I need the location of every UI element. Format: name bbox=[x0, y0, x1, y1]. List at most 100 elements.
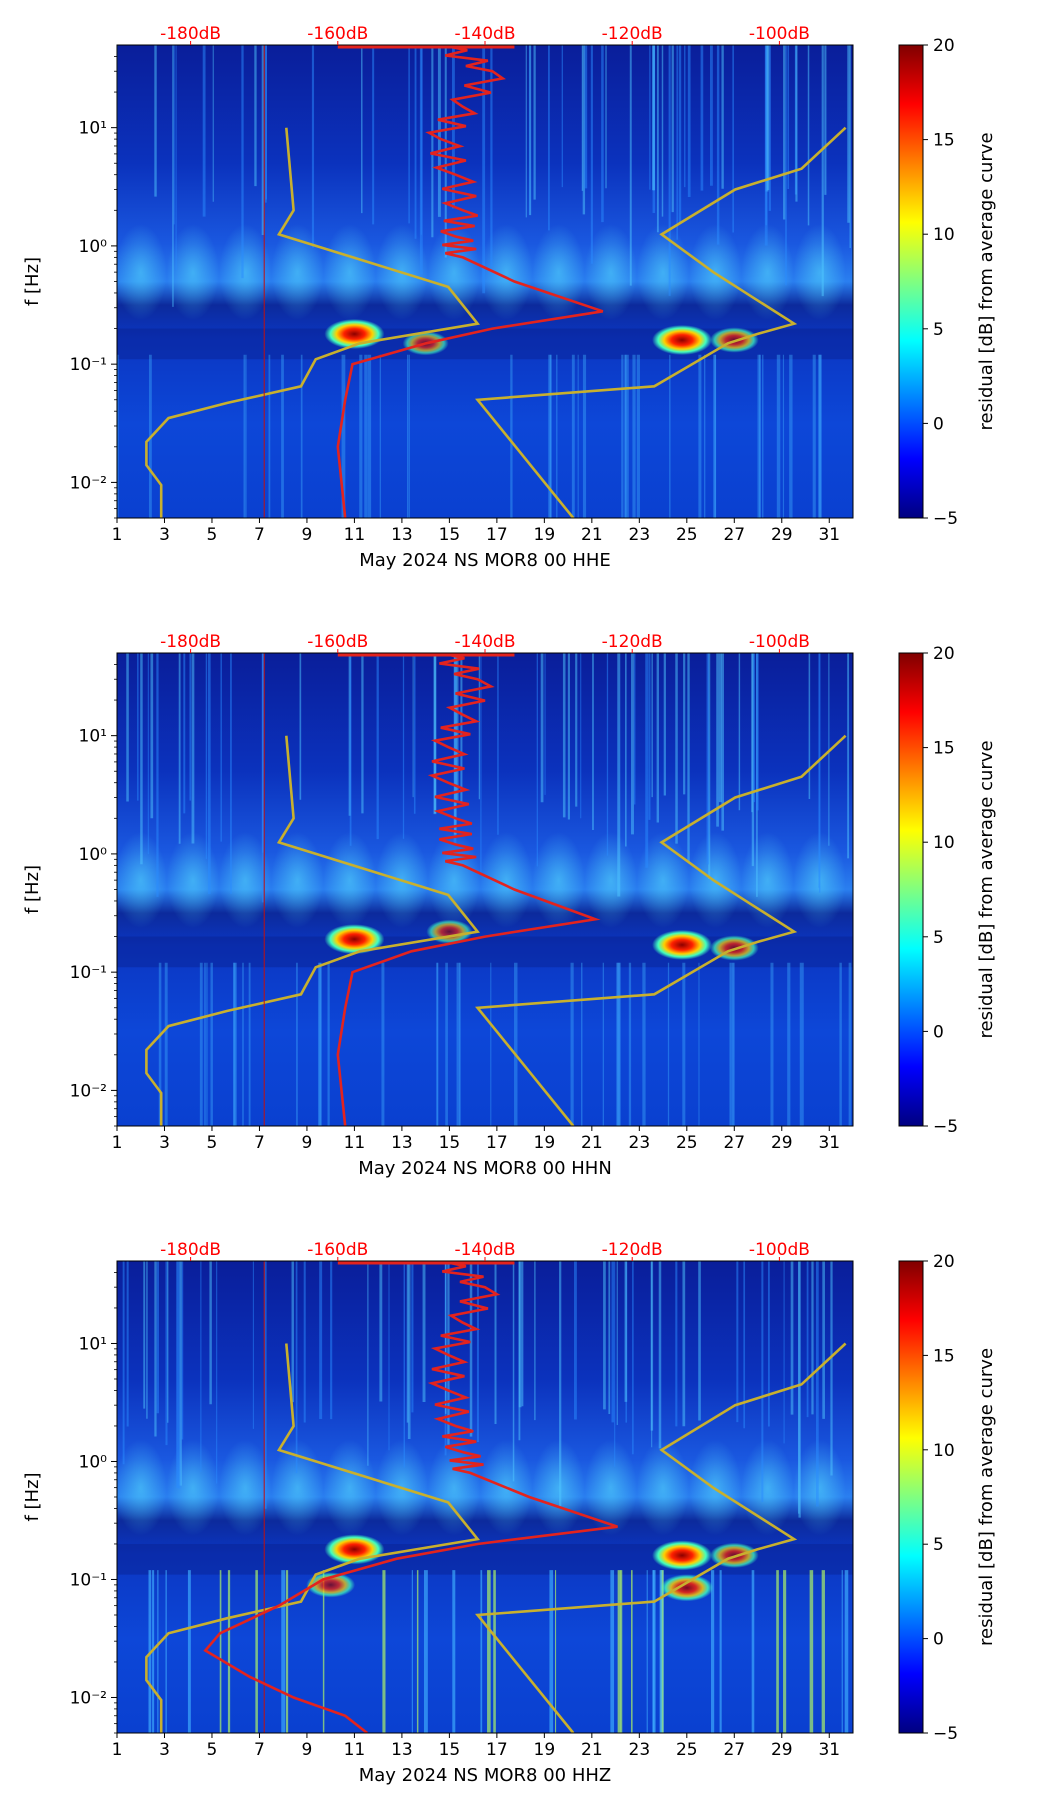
spectral-glow bbox=[166, 832, 219, 929]
y-tick-label: 10⁻¹ bbox=[70, 355, 107, 375]
spectrogram-image bbox=[117, 45, 853, 518]
colorbar-tick-label: 10 bbox=[933, 833, 955, 853]
spectral-glow bbox=[219, 224, 272, 321]
y-tick-label: 10⁻¹ bbox=[70, 1570, 107, 1590]
spectrogram-image bbox=[117, 1261, 853, 1733]
x-tick-label: 31 bbox=[818, 525, 840, 545]
colorbar-tick-label: 0 bbox=[933, 414, 944, 434]
spectral-glow bbox=[637, 224, 690, 321]
colorbar-tick-label: 20 bbox=[933, 36, 955, 56]
x-tick-label: 13 bbox=[391, 1740, 413, 1760]
y-tick-label: 10⁻¹ bbox=[70, 963, 107, 983]
spectral-glow bbox=[117, 224, 167, 321]
x-tick-label: 19 bbox=[534, 1133, 556, 1153]
x-tick-label: 19 bbox=[534, 525, 556, 545]
colorbar-label: residual [dB] from average curve bbox=[976, 1348, 997, 1646]
colorbar-scale bbox=[898, 1260, 924, 1734]
x-tick-label: 3 bbox=[159, 525, 170, 545]
spectral-glow bbox=[584, 1439, 637, 1536]
spectral-glow bbox=[271, 224, 324, 321]
hotspot-d24.8 bbox=[652, 1540, 713, 1571]
y-tick-label: 10¹ bbox=[79, 119, 107, 139]
top-axis-db-label: -160dB bbox=[307, 24, 368, 44]
spectral-glow bbox=[428, 832, 481, 929]
x-tick-label: 17 bbox=[486, 525, 508, 545]
x-tick-label: 31 bbox=[818, 1740, 840, 1760]
top-axis-db-label: -120dB bbox=[602, 1240, 663, 1260]
y-tick-label: 10⁰ bbox=[79, 237, 108, 257]
high-noise-model-curve bbox=[475, 126, 847, 518]
y-tick-label: 10⁰ bbox=[79, 1452, 108, 1472]
x-tick-label: 31 bbox=[818, 1133, 840, 1153]
colorbar-tick-label: 5 bbox=[933, 928, 944, 948]
hotspot-d24.8 bbox=[652, 929, 713, 960]
x-tick-label: 5 bbox=[207, 525, 218, 545]
x-tick-label: 23 bbox=[629, 1133, 651, 1153]
x-tick-label: 1 bbox=[112, 1740, 123, 1760]
spectrogram-image bbox=[117, 653, 853, 1126]
y-tick-label: 10⁰ bbox=[79, 845, 108, 865]
spectral-glow bbox=[793, 224, 846, 321]
spectral-glow bbox=[637, 1439, 690, 1536]
colorbar-tick-label: 10 bbox=[933, 1441, 955, 1461]
spectral-glow bbox=[166, 1439, 219, 1536]
psd-curve bbox=[336, 653, 601, 1126]
top-axis-db-label: -140dB bbox=[454, 24, 515, 44]
colorbar-tick-label: 20 bbox=[933, 1252, 955, 1272]
top-axis-db-label: -100dB bbox=[749, 632, 810, 652]
spectral-glow bbox=[428, 224, 481, 321]
spectral-glow bbox=[532, 832, 585, 929]
hotspot-d11 bbox=[324, 924, 385, 955]
colorbar-scale bbox=[898, 44, 924, 519]
y-tick-label: 10¹ bbox=[79, 1334, 107, 1354]
top-axis-db-label: -160dB bbox=[307, 632, 368, 652]
spectral-glow bbox=[219, 1439, 272, 1536]
colorbar-label: residual [dB] from average curve bbox=[976, 132, 997, 430]
colorbar-tick-label: −5 bbox=[933, 1117, 958, 1137]
colorbar: 20 15 10 5 0 −5 residual [dB] from average cur… bbox=[898, 1252, 997, 1744]
high-noise-model-curve bbox=[475, 734, 847, 1126]
spectral-glow bbox=[793, 1439, 846, 1536]
colorbar-tick-label: −5 bbox=[933, 509, 958, 529]
psd-curve bbox=[203, 1261, 618, 1733]
x-tick-label: 5 bbox=[207, 1133, 218, 1153]
low-noise-model-curve bbox=[145, 735, 480, 1126]
spectral-glow bbox=[271, 832, 324, 929]
x-tick-label: 29 bbox=[771, 1133, 793, 1153]
x-tick-label: 21 bbox=[581, 525, 603, 545]
colorbar-tick-label: 5 bbox=[933, 320, 944, 340]
spectral-glow bbox=[741, 224, 794, 321]
x-tick-label: 17 bbox=[486, 1133, 508, 1153]
psd-curve bbox=[336, 45, 604, 518]
top-axis-db-label: -140dB bbox=[454, 632, 515, 652]
spectral-glow bbox=[323, 832, 376, 929]
top-axis-db-label: -100dB bbox=[749, 24, 810, 44]
x-tick-label: 25 bbox=[676, 525, 698, 545]
x-tick-label: 21 bbox=[581, 1740, 603, 1760]
colorbar-tick-label: 15 bbox=[933, 739, 955, 759]
colorbar: 20 15 10 5 0 −5 residual [dB] from average cur… bbox=[898, 36, 997, 529]
spectral-glow bbox=[532, 224, 585, 321]
spectral-glow bbox=[323, 1439, 376, 1536]
x-tick-label: 9 bbox=[302, 1133, 313, 1153]
x-tick-label: 3 bbox=[159, 1133, 170, 1153]
x-tick-label: 7 bbox=[254, 525, 265, 545]
x-tick-label: 17 bbox=[486, 1740, 508, 1760]
spectral-glow bbox=[480, 224, 533, 321]
x-tick-label: 13 bbox=[391, 1133, 413, 1153]
x-tick-label: 27 bbox=[723, 525, 745, 545]
x-tick-label: 27 bbox=[723, 1133, 745, 1153]
x-axis-label: May 2024 NS MOR8 00 HHZ bbox=[359, 1765, 611, 1786]
spectral-glow bbox=[219, 832, 272, 929]
colorbar-tick-label: 0 bbox=[933, 1022, 944, 1042]
top-axis-db-label: -140dB bbox=[454, 1240, 515, 1260]
hotspot-d10 bbox=[306, 1572, 356, 1598]
spectral-glow bbox=[532, 1439, 585, 1536]
spectral-glow bbox=[480, 832, 533, 929]
top-axis-db-label: -120dB bbox=[602, 24, 663, 44]
spectral-glow bbox=[323, 224, 376, 321]
x-tick-label: 15 bbox=[439, 1133, 461, 1153]
x-tick-label: 25 bbox=[676, 1133, 698, 1153]
y-tick-label: 10¹ bbox=[79, 727, 107, 747]
